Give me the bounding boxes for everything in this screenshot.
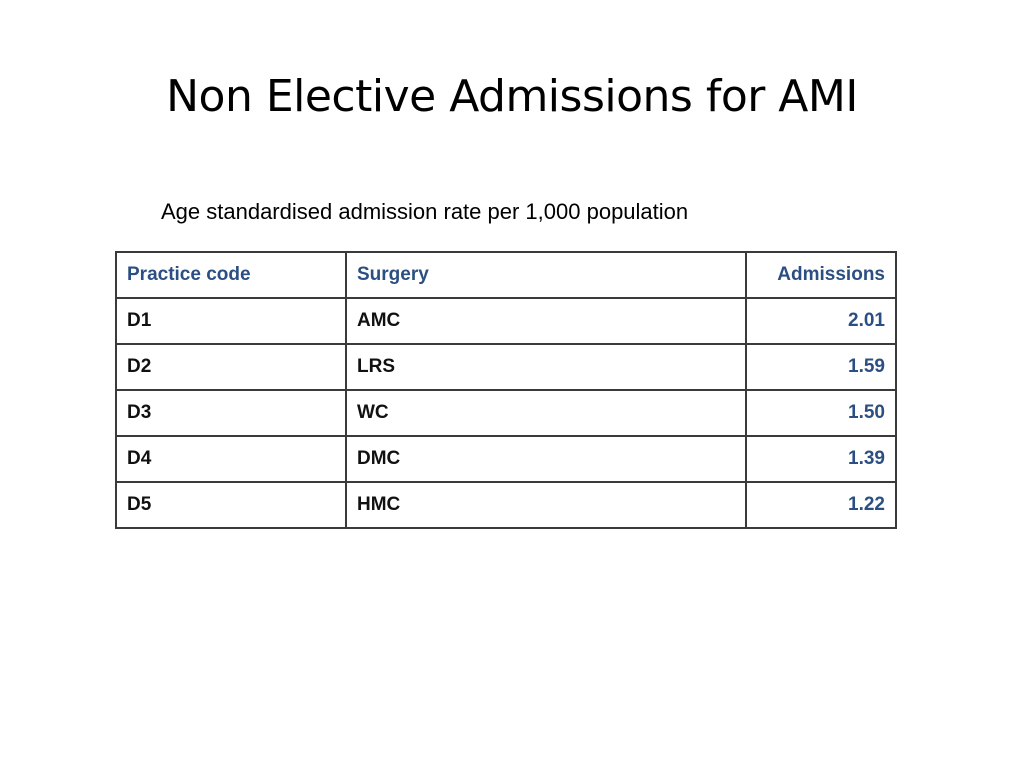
cell-practice-code: D5 [115,481,347,529]
header-practice-code: Practice code [115,251,347,299]
table-header-row: Practice code Surgery Admissions [115,251,897,299]
cell-admissions: 2.01 [745,297,897,345]
table-row: D2 LRS 1.59 [115,343,897,391]
table-row: D1 AMC 2.01 [115,297,897,345]
cell-admissions: 1.50 [745,389,897,437]
table-row: D4 DMC 1.39 [115,435,897,483]
header-surgery: Surgery [345,251,747,299]
table-caption: Age standardised admission rate per 1,00… [161,199,689,224]
cell-surgery: WC [345,389,747,437]
cell-practice-code: D3 [115,389,347,437]
table-row: D3 WC 1.50 [115,389,897,437]
cell-surgery: HMC [345,481,747,529]
cell-surgery: LRS [345,343,747,391]
table-row: D5 HMC 1.22 [115,481,897,529]
admissions-table: Practice code Surgery Admissions D1 AMC … [115,251,897,529]
header-admissions: Admissions [745,251,897,299]
cell-practice-code: D1 [115,297,347,345]
slide-title: Non Elective Admissions for AMI [166,71,858,122]
cell-admissions: 1.39 [745,435,897,483]
cell-admissions: 1.59 [745,343,897,391]
cell-practice-code: D2 [115,343,347,391]
cell-surgery: AMC [345,297,747,345]
cell-practice-code: D4 [115,435,347,483]
cell-surgery: DMC [345,435,747,483]
cell-admissions: 1.22 [745,481,897,529]
